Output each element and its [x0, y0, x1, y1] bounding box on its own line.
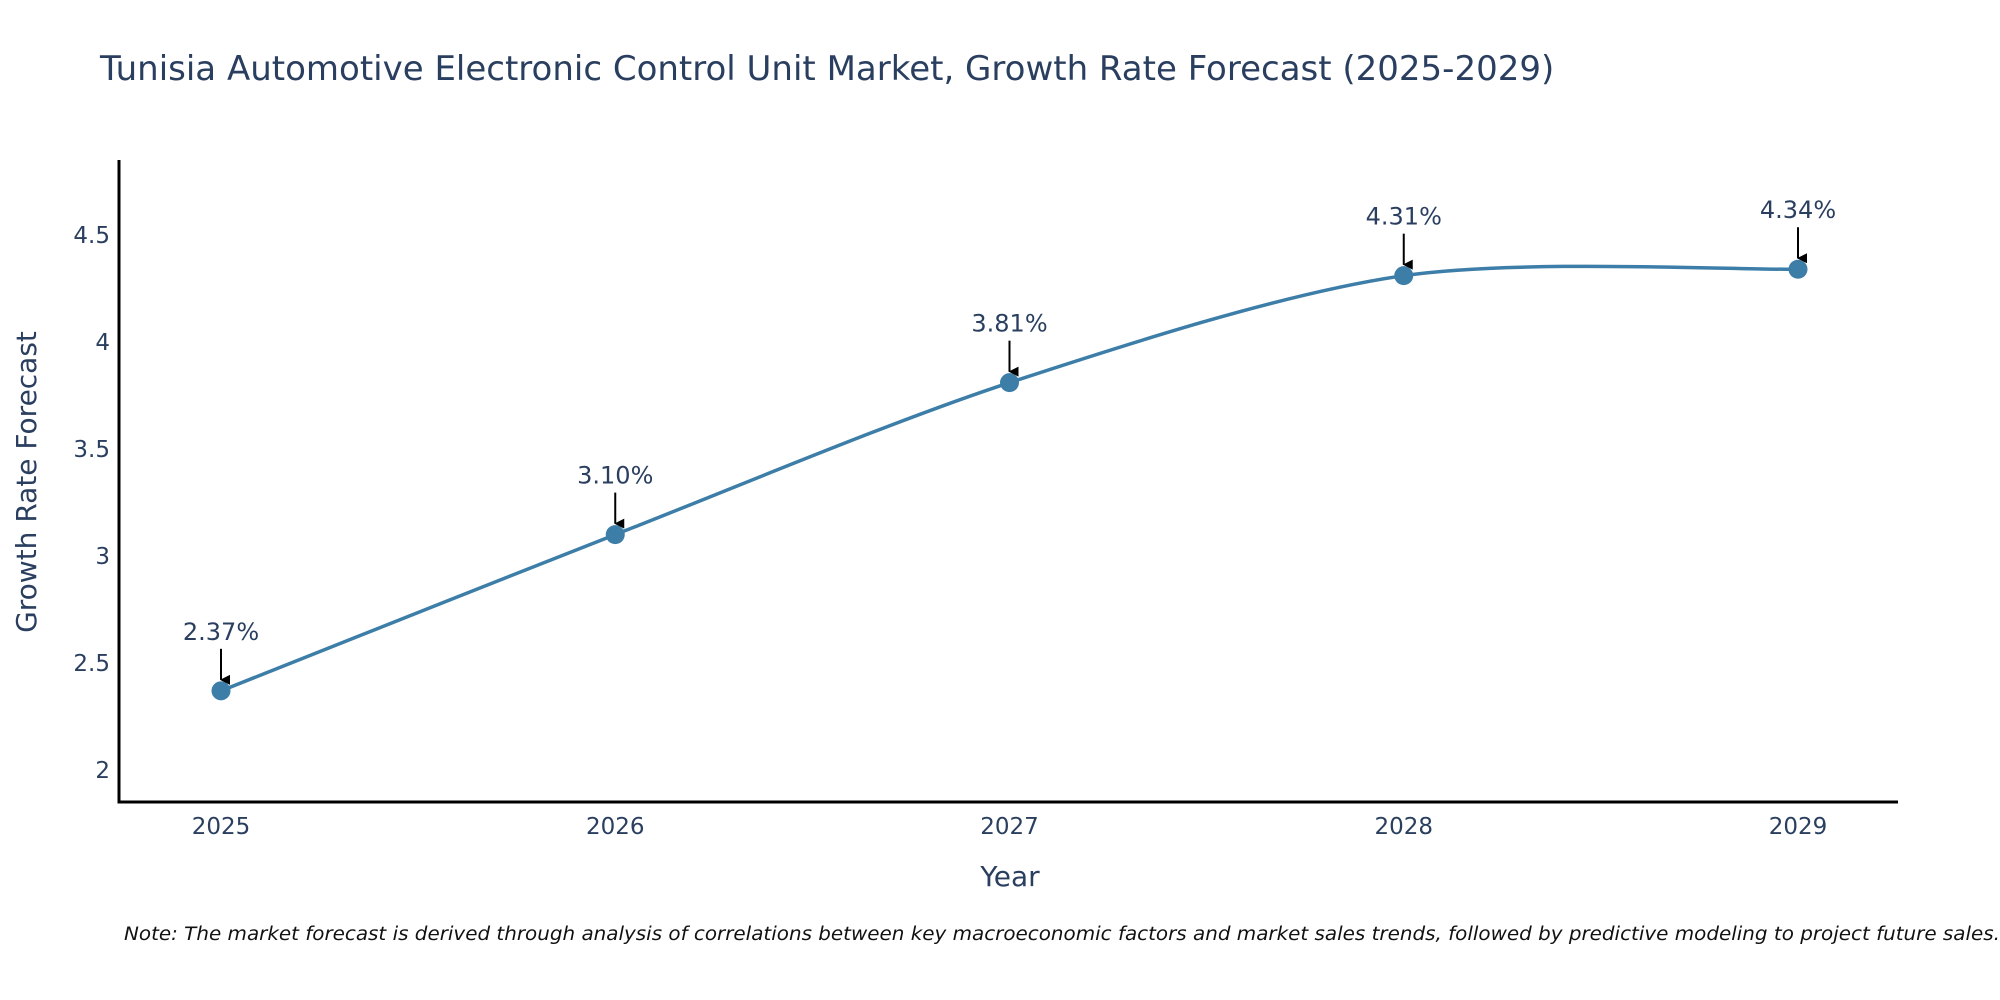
- data-label: 4.31%: [1366, 203, 1442, 231]
- y-tick-label: 4.5: [73, 223, 110, 249]
- footnote: Note: The market forecast is derived thr…: [124, 924, 2000, 945]
- y-tick-label: 2.5: [73, 651, 110, 677]
- y-tick-label: 2: [95, 758, 110, 784]
- y-tick-label: 3: [95, 544, 110, 570]
- x-tick-label: 2026: [586, 814, 645, 840]
- data-point[interactable]: [1788, 259, 1808, 279]
- x-tick-label: 2027: [980, 814, 1039, 840]
- x-axis-title: Year: [979, 860, 1040, 893]
- data-label: 3.10%: [577, 462, 653, 490]
- data-label: 4.34%: [1760, 196, 1836, 224]
- data-point[interactable]: [211, 681, 231, 701]
- data-label: 3.81%: [971, 310, 1047, 338]
- data-point[interactable]: [1394, 266, 1414, 286]
- data-label: 2.37%: [183, 618, 259, 646]
- plot-area: 2 2.5 3 3.5 4 4.5 2025 2026 2027 2028 2029 2.37% 3.1…: [73, 196, 1836, 840]
- x-tick-label: 2029: [1769, 814, 1828, 840]
- y-tick-label: 4: [95, 330, 110, 356]
- data-point[interactable]: [605, 525, 625, 545]
- y-tick-label: 3.5: [73, 437, 110, 463]
- x-tick-label: 2025: [192, 814, 251, 840]
- x-tick-label: 2028: [1374, 814, 1433, 840]
- data-point[interactable]: [1000, 373, 1019, 393]
- y-axis-title: Growth Rate Forecast: [10, 331, 43, 633]
- chart-title: Tunisia Automotive Electronic Control Un…: [99, 49, 1554, 89]
